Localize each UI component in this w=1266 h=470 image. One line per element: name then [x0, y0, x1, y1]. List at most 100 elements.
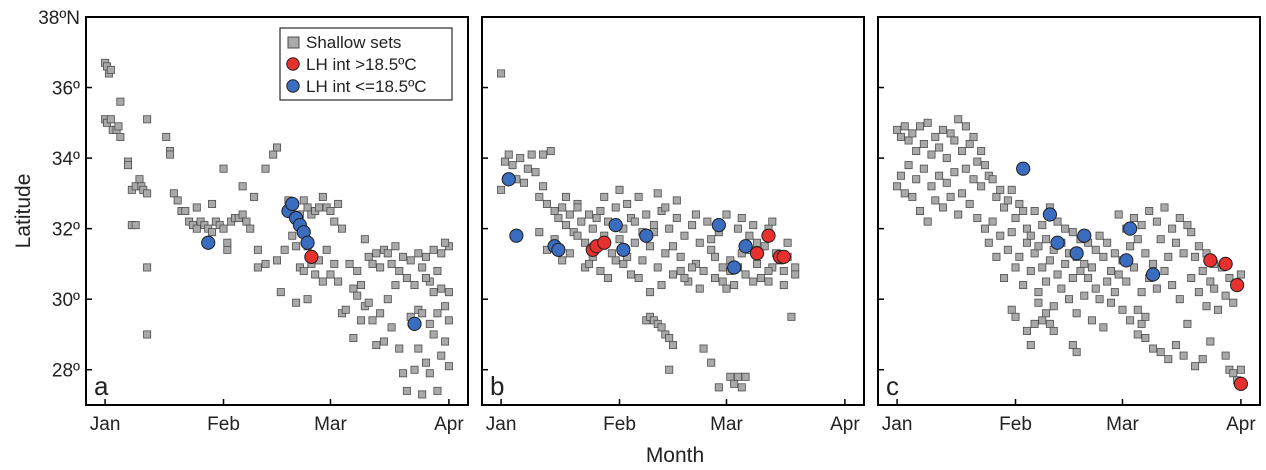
shallow-set-point: [1068, 341, 1077, 350]
shallow-set-point: [1160, 266, 1169, 275]
shallow-set-point: [996, 231, 1005, 240]
shallow-set-point: [638, 256, 647, 265]
shallow-set-point: [1141, 249, 1150, 258]
legend-marker-shallow-sets: [287, 36, 300, 49]
shallow-set-point: [912, 175, 921, 184]
shallow-set-point: [992, 192, 1001, 201]
shallow-set-point: [441, 337, 450, 346]
shallow-set-point: [414, 249, 423, 258]
shallow-set-point: [1118, 305, 1127, 314]
shallow-set-point: [900, 122, 909, 131]
shallow-set-point: [208, 199, 217, 208]
shallow-set-point: [1194, 288, 1203, 297]
shallow-set-point: [565, 249, 574, 258]
shallow-set-point: [330, 217, 339, 226]
shallow-set-point: [1114, 210, 1123, 219]
shallow-set-point: [977, 147, 986, 156]
shallow-set-point: [699, 266, 708, 275]
lh-int-warm-point: [1218, 256, 1233, 272]
shallow-set-point: [357, 316, 366, 325]
shallow-set-point: [611, 256, 620, 265]
shallow-set-point: [1179, 351, 1188, 360]
shallow-set-point: [143, 330, 152, 339]
shallow-set-point: [173, 196, 182, 205]
shallow-set-point: [1137, 288, 1146, 297]
shallow-set-point: [1091, 245, 1100, 254]
shallow-set-point: [1015, 252, 1024, 261]
shallow-set-point: [341, 305, 350, 314]
shallow-set-point: [904, 161, 913, 170]
shallow-set-point: [554, 214, 563, 223]
shallow-set-point: [1198, 266, 1207, 275]
shallow-set-point: [749, 277, 758, 286]
shallow-set-point: [946, 129, 955, 138]
x-tick-label: Jan: [90, 414, 121, 435]
x-tick-label: Feb: [603, 414, 636, 435]
shallow-set-point: [516, 154, 525, 163]
lh-int-cool-point: [551, 242, 566, 257]
shallow-set-point: [1149, 259, 1158, 268]
shallow-set-point: [1026, 266, 1035, 275]
shallow-set-point: [893, 125, 902, 134]
lh-int-cool-point: [201, 235, 216, 250]
shallow-set-point: [737, 214, 746, 223]
shallow-set-point: [584, 259, 593, 268]
lh-int-cool-point: [501, 172, 516, 187]
x-tick-label: Feb: [207, 414, 240, 435]
shallow-set-point: [984, 238, 993, 247]
shallow-set-point: [1107, 266, 1116, 275]
shallow-set-point: [626, 270, 635, 279]
shallow-set-point: [965, 139, 974, 148]
panels: Jan Feb Mar Apr 28º 30º 32º 34º 36º 38ºN a Jan Feb Ma…: [38, 8, 1261, 435]
shallow-set-point: [565, 210, 574, 219]
panel-frame: [85, 16, 469, 406]
shallow-set-point: [965, 199, 974, 208]
lh-int-cool-point: [639, 228, 654, 243]
shallow-set-point: [1225, 274, 1234, 283]
shallow-set-point: [1236, 365, 1245, 374]
panel-c: Jan Feb Mar Apr c: [877, 16, 1261, 435]
x-tick-label: Feb: [999, 414, 1032, 435]
shallow-set-point: [429, 330, 438, 339]
y-axis-title: Latitude: [12, 174, 35, 249]
x-axis-title: Month: [646, 444, 704, 467]
shallow-set-point: [539, 150, 548, 159]
shallow-set-point: [410, 365, 419, 374]
shallow-set-point: [923, 118, 932, 127]
shallow-set-point: [418, 390, 427, 399]
panel-frame: [481, 16, 865, 406]
shallow-set-point: [1087, 316, 1096, 325]
shallow-set-point: [1221, 291, 1230, 300]
shallow-set-point: [581, 238, 590, 247]
lh-int-cool-point: [300, 235, 315, 250]
shallow-set-point: [791, 270, 800, 279]
shallow-set-point: [357, 281, 366, 290]
shallow-set-point: [973, 157, 982, 166]
shallow-set-point: [1003, 196, 1012, 205]
lh-int-cool-point: [285, 196, 300, 212]
shallow-set-point: [1049, 302, 1058, 311]
shallow-set-point: [523, 164, 532, 173]
shallow-set-point: [353, 266, 362, 275]
shallow-set-point: [1042, 235, 1051, 244]
lh-int-cool-point: [407, 316, 422, 331]
shallow-set-point: [562, 192, 571, 201]
shallow-set-point: [1156, 348, 1165, 357]
shallow-set-point: [383, 249, 392, 258]
shallow-set-point: [634, 274, 643, 283]
shallow-set-point: [1091, 284, 1100, 293]
shallow-set-point: [764, 266, 773, 275]
shallow-set-point: [931, 196, 940, 205]
shallow-set-point: [208, 228, 217, 237]
x-tick-label: Mar: [314, 414, 347, 435]
shallow-set-point: [360, 235, 369, 244]
x-tick-label: Jan: [882, 414, 913, 435]
legend-label-shallow-sets: Shallow sets: [306, 33, 401, 52]
shallow-set-point: [1049, 326, 1058, 335]
shallow-set-point: [787, 312, 796, 321]
lh-int-cool-point: [509, 228, 524, 243]
shallow-set-point: [425, 319, 434, 328]
shallow-set-point: [1095, 295, 1104, 304]
shallow-set-point: [1229, 298, 1238, 307]
shallow-set-point: [337, 224, 346, 233]
